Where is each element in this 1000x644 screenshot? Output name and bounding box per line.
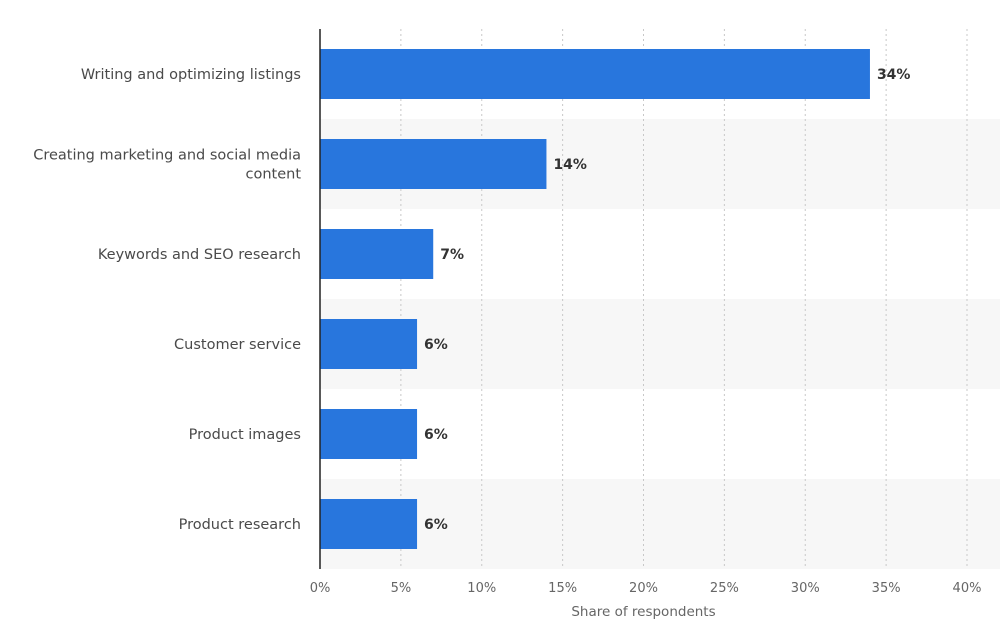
bar-4 [320, 319, 418, 369]
bar-1 [320, 49, 870, 99]
category-label-1: Writing and optimizing listings [81, 67, 301, 83]
row-band [320, 479, 1000, 569]
category-label-3: Keywords and SEO research [98, 247, 301, 263]
bar-5 [320, 409, 418, 459]
x-tick-labels: 0% 5% 10% 15% 20% 25% 30% 35% 40% [310, 581, 982, 596]
value-label-5: 6% [424, 427, 448, 443]
value-label-1: 34% [877, 67, 911, 83]
value-label-6: 6% [424, 517, 448, 533]
category-label-4: Customer service [174, 337, 301, 353]
category-label-2: Creating marketing and social media conte… [33, 148, 301, 183]
value-labels: 34% 14% 7% 6% 6% 6% [424, 67, 910, 533]
x-tick-label-10: 10% [467, 581, 496, 596]
category-label-6: Product research [179, 517, 301, 533]
x-tick-label-0: 0% [310, 581, 331, 596]
x-tick-label-20: 20% [629, 581, 658, 596]
x-tick-label-30: 30% [791, 581, 820, 596]
x-tick-label-25: 25% [710, 581, 739, 596]
value-label-2: 14% [553, 157, 587, 173]
bars [320, 49, 870, 549]
x-axis-title: Share of respondents [571, 604, 715, 620]
value-label-4: 6% [424, 337, 448, 353]
bar-2 [320, 139, 547, 189]
bar-6 [320, 499, 418, 549]
x-tick-label-35: 35% [872, 581, 901, 596]
x-tick-label-5: 5% [391, 581, 412, 596]
row-bands [320, 119, 1000, 569]
bar-3 [320, 229, 434, 279]
value-label-3: 7% [440, 247, 464, 263]
x-tick-label-40: 40% [953, 581, 982, 596]
category-label-5: Product images [189, 427, 301, 443]
row-band [320, 299, 1000, 389]
category-labels: Writing and optimizing listings Creating … [33, 67, 301, 533]
x-tick-label-15: 15% [548, 581, 577, 596]
gridlines [400, 29, 968, 569]
